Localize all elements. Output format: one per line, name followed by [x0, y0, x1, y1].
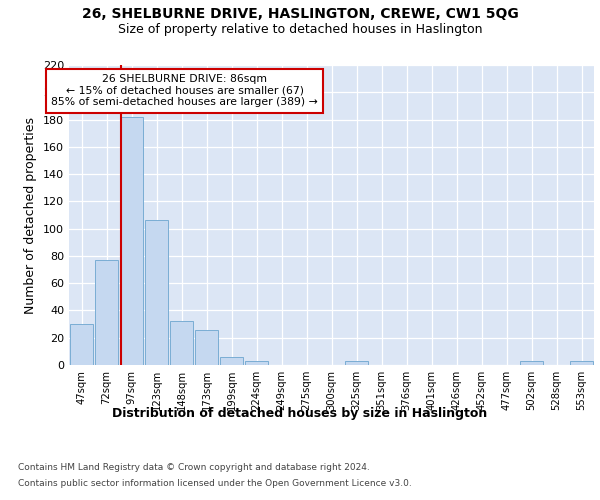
Bar — [344, 361, 368, 365]
Text: 26 SHELBURNE DRIVE: 86sqm
← 15% of detached houses are smaller (67)
85% of semi-: 26 SHELBURNE DRIVE: 86sqm ← 15% of detac… — [51, 74, 318, 107]
Bar — [220, 357, 244, 365]
Bar — [245, 361, 268, 365]
Text: Contains HM Land Registry data © Crown copyright and database right 2024.: Contains HM Land Registry data © Crown c… — [18, 464, 370, 472]
Text: Contains public sector information licensed under the Open Government Licence v3: Contains public sector information licen… — [18, 478, 412, 488]
Bar — [119, 117, 143, 365]
Bar — [569, 361, 593, 365]
Bar — [170, 322, 193, 365]
Bar — [70, 324, 94, 365]
Text: Size of property relative to detached houses in Haslington: Size of property relative to detached ho… — [118, 22, 482, 36]
Bar — [95, 260, 118, 365]
Bar — [520, 361, 544, 365]
Bar — [194, 330, 218, 365]
Bar — [145, 220, 169, 365]
Text: 26, SHELBURNE DRIVE, HASLINGTON, CREWE, CW1 5QG: 26, SHELBURNE DRIVE, HASLINGTON, CREWE, … — [82, 8, 518, 22]
Text: Distribution of detached houses by size in Haslington: Distribution of detached houses by size … — [112, 408, 488, 420]
Y-axis label: Number of detached properties: Number of detached properties — [25, 116, 37, 314]
